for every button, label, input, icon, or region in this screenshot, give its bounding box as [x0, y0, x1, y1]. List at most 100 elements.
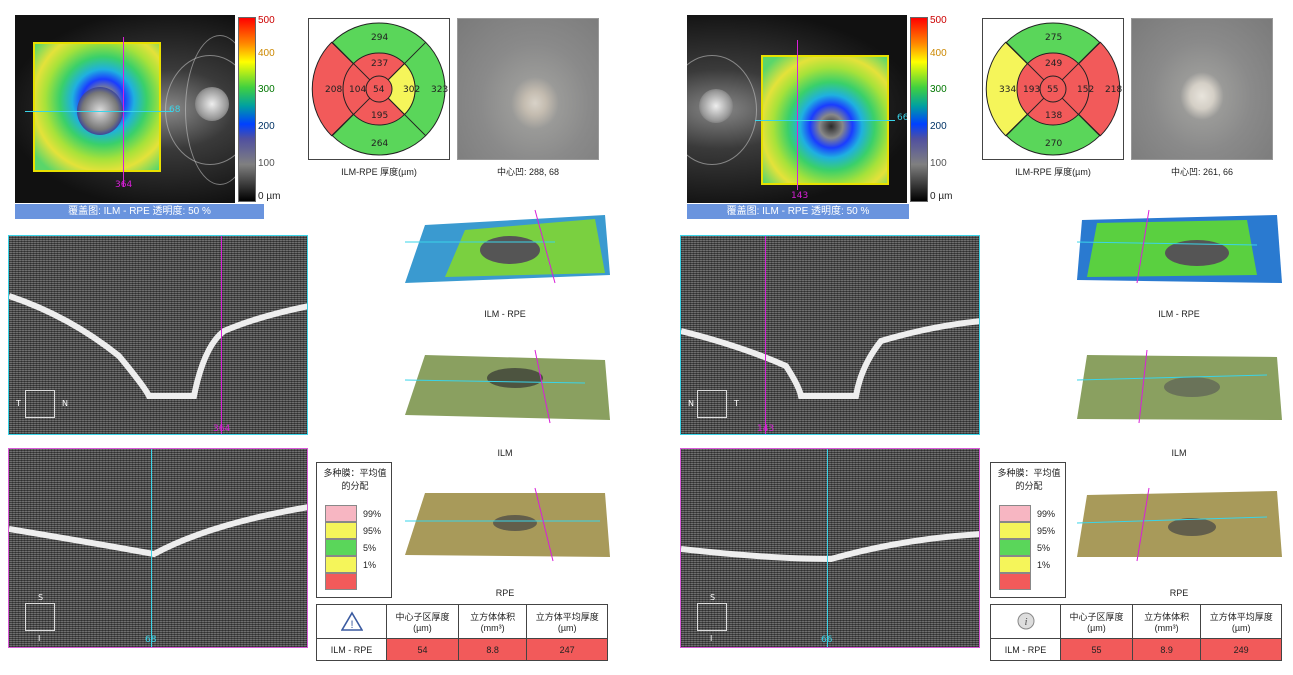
scale-100: 100 [930, 158, 947, 169]
marker-v-label: 364 [115, 180, 133, 190]
fovea-caption: 中心凹: 288, 68 [496, 167, 560, 177]
vertical-scan-line[interactable] [123, 37, 124, 187]
value-central: 54 [386, 638, 459, 661]
marker-h-label: 68 [169, 105, 181, 115]
fundus-photo[interactable] [457, 18, 599, 160]
render-caption-1: ILM - RPE [484, 309, 526, 319]
marker-h-label: 66 [897, 113, 907, 123]
bscan-vertical[interactable]: 68 S I [8, 448, 308, 648]
etdrs-caption: ILM-RPE 厚度(µm) [1015, 167, 1091, 177]
etdrs-inner-top: 237 [371, 59, 389, 69]
fundus-image[interactable]: 66 143 [687, 15, 907, 203]
bscan-horizontal[interactable]: 143 N T [680, 235, 980, 435]
value-central: 55 [1060, 638, 1133, 661]
legend-99: 99% [1037, 509, 1056, 519]
legend-1: 1% [363, 560, 377, 570]
orient-bottom: I [38, 634, 41, 643]
etdrs-inner-bottom: 195 [371, 111, 389, 121]
render-ilm-rpe[interactable] [1076, 205, 1282, 290]
legend-99: 99% [363, 509, 382, 519]
col-header-central: 中心子区厚度(µm) [386, 604, 459, 639]
scale-min: 0 µm [930, 191, 953, 202]
orient-bottom: I [710, 634, 713, 643]
horizontal-scan-line[interactable] [25, 111, 173, 112]
thickness-color-scale [910, 17, 928, 202]
etdrs-center: 54 [373, 85, 385, 95]
col-header-volume: 立方体体积(mm³) [457, 604, 528, 639]
legend-title: 多种膜：平均值的分配 [997, 468, 1061, 491]
render-ilm[interactable] [1076, 345, 1282, 425]
vertical-scan-line[interactable] [797, 40, 798, 190]
overlay-banner[interactable]: 覆盖图: ILM - RPE 透明度: 50 % [687, 204, 909, 219]
bscan-vertical-marker[interactable] [765, 236, 766, 434]
bscan2-marker-line[interactable] [151, 449, 152, 647]
render-caption-2: ILM [1171, 448, 1187, 458]
orient-top: S [38, 593, 44, 602]
etdrs-outer-top: 275 [1045, 33, 1063, 43]
bscan-vertical-marker[interactable] [221, 236, 222, 434]
render-ilm[interactable] [404, 345, 610, 425]
orient-right: T [734, 399, 739, 408]
etdrs-outer-left: 208 [325, 85, 343, 95]
horizontal-scan-line[interactable] [755, 120, 895, 121]
fundus-image[interactable]: 68 364 [15, 15, 235, 203]
render-rpe[interactable] [1076, 485, 1282, 565]
scale-200: 200 [258, 121, 275, 132]
scale-max: 500 [930, 15, 947, 26]
summary-table: ! 中心子区厚度(µm) 立方体体积(mm³) 立方体平均厚度(µm) ILM … [316, 604, 608, 661]
overlay-banner[interactable]: 覆盖图: ILM - RPE 透明度: 50 % [15, 204, 264, 219]
bscan2-marker-label: 66 [821, 635, 833, 645]
normative-legend: 多种膜：平均值的分配 99% 95% 5% 1% [316, 462, 392, 598]
etdrs-outer-bottom: 264 [371, 139, 389, 149]
marker-v-label: 143 [791, 191, 809, 201]
etdrs-outer-bottom: 270 [1045, 139, 1063, 149]
legend-5: 5% [363, 543, 377, 553]
right-eye-report: 66 143 500 400 300 200 100 0 µm 覆盖图: ILM… [672, 0, 1293, 675]
optic-disc [195, 87, 229, 121]
scale-min: 0 µm [258, 191, 281, 202]
legend-5: 5% [1037, 543, 1051, 553]
value-volume: 8.8 [457, 638, 528, 661]
etdrs-inner-left: 104 [349, 85, 367, 95]
row-label: ILM - RPE [316, 638, 387, 661]
fundus-photo[interactable] [1131, 18, 1273, 160]
etdrs-outer-top: 294 [371, 33, 389, 43]
orientation-box-2: S I [697, 593, 727, 643]
scale-400: 400 [258, 48, 275, 59]
bscan2-marker-line[interactable] [827, 449, 828, 647]
etdrs-outer-left: 334 [999, 85, 1017, 95]
thickness-color-scale [238, 17, 256, 202]
legend-1: 1% [1037, 560, 1051, 570]
svg-text:!: ! [350, 619, 353, 631]
summary-table: i 中心子区厚度(µm) 立方体体积(mm³) 立方体平均厚度(µm) ILM … [990, 604, 1282, 661]
normative-legend: 多种膜：平均值的分配 99% 95% 5% 1% [990, 462, 1066, 598]
orient-left: N [688, 399, 694, 408]
legend-title: 多种膜：平均值的分配 [323, 468, 387, 491]
orient-left: T [16, 399, 21, 408]
scale-300: 300 [258, 84, 275, 95]
bscan1-marker-label: 364 [213, 424, 231, 434]
info-icon: i [990, 604, 1061, 639]
etdrs-inner-right: 302 [403, 85, 421, 95]
scale-300: 300 [930, 84, 947, 95]
etdrs-grid: 294 208 323 264 237 104 302 195 54 [308, 18, 450, 160]
value-volume: 8.9 [1131, 638, 1202, 661]
bscan1-marker-label: 143 [757, 424, 775, 434]
orient-right: N [62, 399, 68, 408]
scale-max: 500 [258, 15, 275, 26]
orientation-box: T N [16, 390, 68, 418]
legend-95: 95% [363, 526, 382, 536]
scale-400: 400 [930, 48, 947, 59]
legend-95: 95% [1037, 526, 1056, 536]
render-rpe[interactable] [405, 485, 610, 565]
etdrs-center: 55 [1047, 85, 1059, 95]
scale-100: 100 [258, 158, 275, 169]
etdrs-inner-left: 193 [1023, 85, 1041, 95]
render-caption-1: ILM - RPE [1158, 309, 1200, 319]
etdrs-grid: 275 334 218 270 249 193 152 138 55 [982, 18, 1124, 160]
bscan-vertical[interactable]: 66 S I [680, 448, 980, 648]
bscan-horizontal[interactable]: 364 T N [8, 235, 308, 435]
value-avg: 247 [526, 638, 608, 661]
render-ilm-rpe[interactable] [405, 205, 610, 290]
etdrs-outer-right: 323 [431, 85, 449, 95]
